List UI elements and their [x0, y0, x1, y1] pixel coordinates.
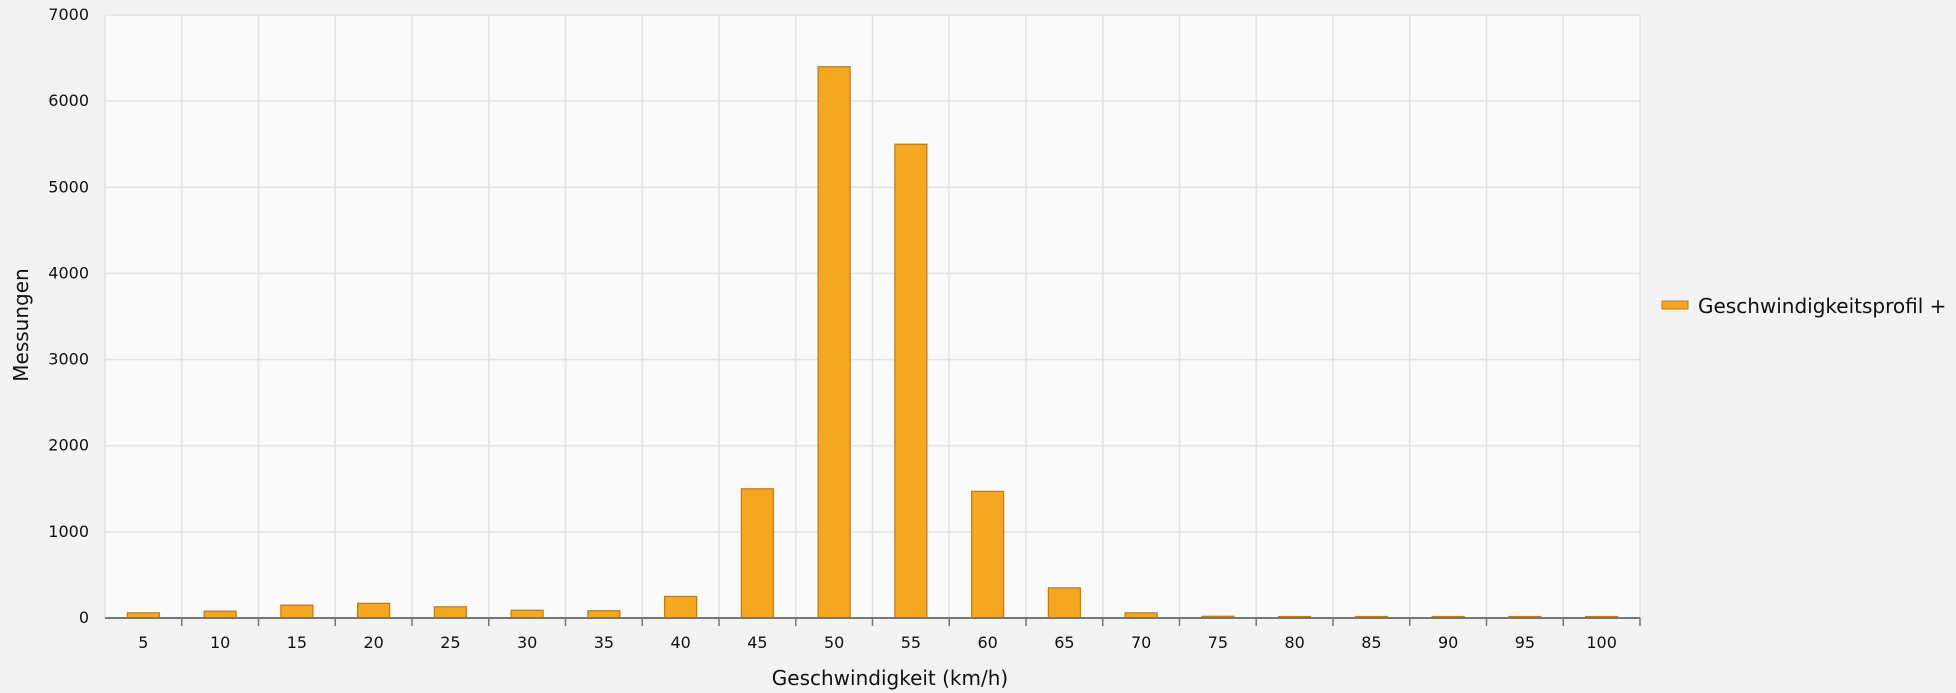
- y-tick-label: 4000: [48, 263, 89, 282]
- x-tick-label: 65: [1054, 633, 1074, 652]
- y-tick-label: 1000: [48, 522, 89, 541]
- x-tick-label: 40: [670, 633, 690, 652]
- y-tick-label: 0: [79, 608, 89, 627]
- bar: [280, 604, 314, 619]
- x-tick-label: 5: [138, 633, 148, 652]
- bar: [433, 606, 467, 619]
- bar: [817, 66, 851, 619]
- x-tick-label: 90: [1438, 633, 1458, 652]
- legend: Geschwindigkeitsprofil +: [1661, 294, 1946, 318]
- y-tick-label: 2000: [48, 436, 89, 455]
- x-tick-label: 20: [363, 633, 383, 652]
- gridlines: [104, 14, 1641, 619]
- x-tick-label: 95: [1515, 633, 1535, 652]
- x-tick-labels: 5 10 15 20 25 30 35 40 45 50 55 60 65 70 75 80 85 90 95 100: [138, 618, 1641, 652]
- x-tick-label: 10: [210, 633, 230, 652]
- bar: [894, 143, 928, 619]
- y-tick-label: 3000: [48, 350, 89, 369]
- y-axis-title: Messungen: [9, 268, 33, 381]
- x-tick-label: 100: [1586, 633, 1617, 652]
- x-tick-label: 35: [594, 633, 614, 652]
- x-tick-label: 15: [287, 633, 307, 652]
- x-tick-label: 60: [977, 633, 997, 652]
- legend-label: Geschwindigkeitsprofil +: [1698, 294, 1946, 318]
- x-tick-label: 70: [1131, 633, 1151, 652]
- x-tick-label: 45: [747, 633, 767, 652]
- x-tick-label: 25: [440, 633, 460, 652]
- x-tick-label: 75: [1208, 633, 1228, 652]
- bar: [357, 602, 391, 619]
- legend-swatch: [1661, 300, 1689, 310]
- y-tick-label: 5000: [48, 177, 89, 196]
- bar: [971, 490, 1005, 619]
- x-tick-label: 30: [517, 633, 537, 652]
- bar: [740, 488, 774, 619]
- x-tick-label: 55: [901, 633, 921, 652]
- bar: [664, 595, 698, 619]
- y-tick-label: 7000: [48, 5, 89, 24]
- x-tick-label: 50: [824, 633, 844, 652]
- x-tick-label: 80: [1284, 633, 1304, 652]
- bar: [1047, 587, 1081, 619]
- x-tick-label: 85: [1361, 633, 1381, 652]
- bar: [587, 610, 621, 619]
- y-tick-labels: 0 1000 2000 3000 4000 5000 6000 7000: [48, 5, 89, 627]
- bar: [203, 610, 237, 619]
- x-axis-title: Geschwindigkeit (km/h): [772, 666, 1008, 690]
- y-tick-label: 6000: [48, 91, 89, 110]
- bars: [126, 66, 1619, 619]
- bar: [510, 609, 544, 619]
